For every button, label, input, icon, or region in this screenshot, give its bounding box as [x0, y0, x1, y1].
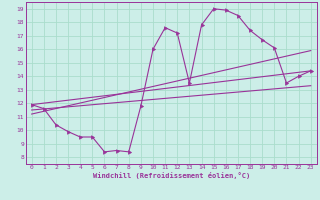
X-axis label: Windchill (Refroidissement éolien,°C): Windchill (Refroidissement éolien,°C): [92, 172, 250, 179]
